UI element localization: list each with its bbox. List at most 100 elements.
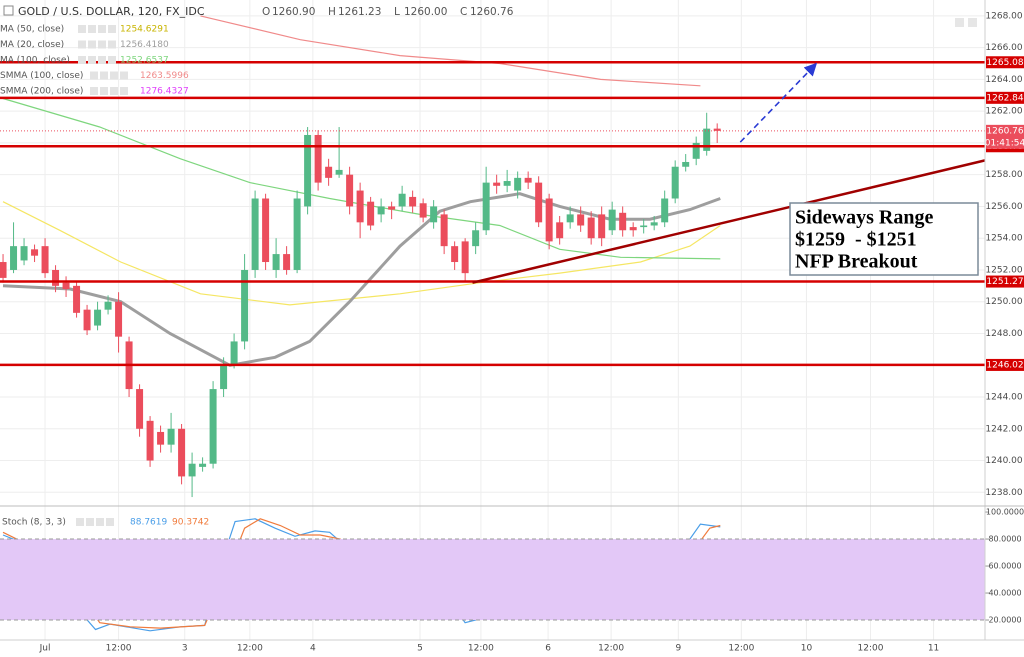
legend-button[interactable] bbox=[88, 56, 96, 64]
candle-body bbox=[367, 201, 375, 226]
candle-body bbox=[115, 301, 123, 337]
candle-body bbox=[629, 227, 637, 231]
x-tick-label: 12:00 bbox=[728, 644, 754, 654]
legend-button[interactable] bbox=[76, 518, 84, 526]
legend-button[interactable] bbox=[106, 518, 114, 526]
candle-body bbox=[451, 246, 459, 263]
pane-title: Stoch (8, 3, 3) bbox=[2, 518, 66, 528]
candle-body bbox=[524, 177, 532, 183]
grid bbox=[0, 0, 985, 640]
legend-button[interactable] bbox=[90, 71, 98, 80]
level-label: 1262.84 bbox=[986, 93, 1023, 103]
annotation-text: Sideways Range bbox=[795, 207, 933, 229]
legend-button[interactable] bbox=[86, 518, 94, 526]
collapse-button[interactable] bbox=[3, 5, 14, 16]
candle-body bbox=[251, 198, 259, 270]
candle-body bbox=[419, 203, 427, 218]
x-tick-label: 12:00 bbox=[468, 644, 494, 654]
legend-button[interactable] bbox=[78, 25, 86, 33]
legend-button[interactable] bbox=[98, 25, 106, 33]
legend-value: 1256.4180 bbox=[120, 40, 169, 50]
legend-button[interactable] bbox=[108, 40, 116, 49]
x-tick-label: 12:00 bbox=[858, 644, 884, 654]
legend-value: 88.7619 bbox=[130, 518, 167, 528]
pane-button[interactable] bbox=[955, 18, 964, 27]
candle-body bbox=[713, 128, 721, 131]
legend-button[interactable] bbox=[100, 87, 108, 95]
legend-value: 1276.4327 bbox=[140, 87, 189, 97]
legend-button[interactable] bbox=[98, 40, 106, 49]
x-tick-label: 9 bbox=[675, 644, 681, 654]
candle-body bbox=[598, 214, 606, 239]
candle-body bbox=[356, 190, 364, 223]
candle-body bbox=[293, 198, 301, 270]
y-tick-label: 1256.00 bbox=[985, 202, 1022, 212]
candle-body bbox=[461, 241, 469, 274]
legend-value: 1252.6537 bbox=[120, 56, 169, 66]
candle-body bbox=[682, 161, 690, 167]
x-tick-label: Jul bbox=[39, 644, 51, 654]
annotation-text: $1259 - $1251 bbox=[795, 229, 917, 251]
quote-value: 1260.76 bbox=[470, 6, 514, 18]
candle-body bbox=[566, 214, 574, 223]
legend-button[interactable] bbox=[100, 71, 108, 80]
legend-name: MA (100, close) bbox=[0, 56, 70, 66]
legend-button[interactable] bbox=[108, 25, 116, 33]
candle-body bbox=[20, 246, 28, 261]
candle-body bbox=[430, 206, 438, 223]
legend-button[interactable] bbox=[120, 71, 128, 80]
x-tick-label: 12:00 bbox=[106, 644, 132, 654]
legend-button[interactable] bbox=[110, 87, 118, 95]
candle-body bbox=[73, 285, 81, 313]
candle-body bbox=[209, 389, 217, 464]
y-tick-label: 1252.00 bbox=[985, 265, 1022, 275]
countdown-label: 01:41:54 bbox=[985, 138, 1024, 148]
y-tick-label: 1264.00 bbox=[985, 75, 1022, 85]
y-tick-label: 1268.00 bbox=[985, 11, 1022, 21]
candle-body bbox=[10, 246, 18, 270]
candle-body bbox=[703, 128, 711, 151]
legend-button[interactable] bbox=[98, 56, 106, 64]
legend-button[interactable] bbox=[108, 56, 116, 64]
candle-body bbox=[272, 254, 280, 270]
annotation-box bbox=[789, 202, 979, 276]
quote-value: 1261.23 bbox=[338, 6, 381, 18]
candle-body bbox=[650, 222, 658, 226]
x-tick-label: 6 bbox=[545, 644, 551, 654]
quote-value: 1260.00 bbox=[404, 6, 447, 18]
candle-body bbox=[388, 206, 396, 210]
legend-button[interactable] bbox=[96, 518, 104, 526]
legend-button[interactable] bbox=[110, 71, 118, 80]
candle-body bbox=[178, 428, 186, 477]
legend-button[interactable] bbox=[88, 40, 96, 49]
moving-average-line bbox=[200, 15, 701, 87]
x-tick-label: 5 bbox=[417, 644, 423, 654]
candle-body bbox=[472, 230, 480, 247]
legend-button[interactable] bbox=[120, 87, 128, 95]
pane-button[interactable] bbox=[968, 18, 977, 27]
candle-body bbox=[62, 282, 70, 290]
level-label-box bbox=[986, 91, 1024, 104]
y-tick-label: 1244.00 bbox=[985, 393, 1022, 403]
legend-button[interactable] bbox=[78, 56, 86, 64]
quote-value: 1260.90 bbox=[272, 6, 315, 18]
candle-body bbox=[157, 431, 165, 445]
candle-body bbox=[262, 198, 270, 263]
y-tick-label: 1262.00 bbox=[985, 107, 1022, 117]
candle-body bbox=[304, 134, 312, 207]
y-tick-label: 20.0000 bbox=[988, 616, 1021, 625]
candle-body bbox=[104, 301, 112, 310]
legend-button[interactable] bbox=[90, 87, 98, 95]
legend-name: MA (50, close) bbox=[0, 25, 64, 35]
candle-body bbox=[335, 169, 343, 175]
legend-value: 90.3742 bbox=[172, 518, 209, 528]
candle-body bbox=[0, 262, 7, 278]
legend-button[interactable] bbox=[78, 40, 86, 49]
annotation-text: NFP Breakout bbox=[795, 251, 918, 273]
candle-body bbox=[514, 177, 522, 191]
symbol-title: GOLD / U.S. DOLLAR, 120, FX_IDC bbox=[18, 5, 205, 18]
legend-button[interactable] bbox=[88, 25, 96, 33]
candle-body bbox=[671, 166, 679, 199]
candle-body bbox=[136, 389, 144, 429]
